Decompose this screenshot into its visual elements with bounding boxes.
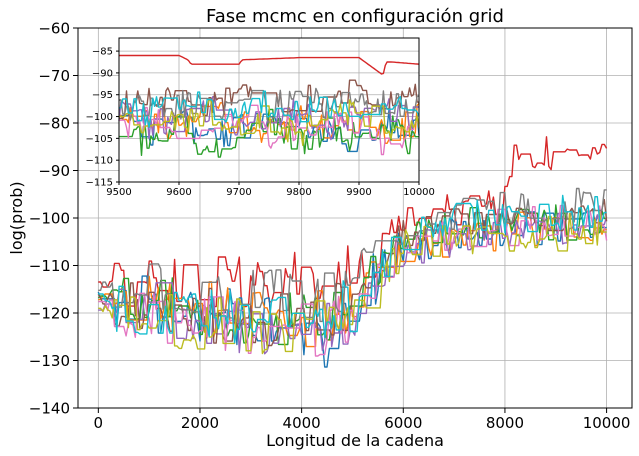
main-x-tick-label: 6000	[384, 414, 422, 432]
inset-y-tick-label: −90	[92, 68, 113, 79]
main-y-tick-label: −80	[38, 114, 70, 132]
main-x-tick-label: 2000	[181, 414, 219, 432]
main-y-tick-label: −130	[29, 352, 70, 370]
inset-x-tick-label: 9800	[286, 187, 311, 198]
main-series-group	[97, 136, 608, 368]
x-axis-label: Longitud de la cadena	[266, 431, 444, 450]
inset-y-tick-label: −105	[86, 134, 113, 145]
inset-x-ticks: 9500 9600 9700 9800 9900 10000	[106, 182, 435, 198]
inset-series-line	[119, 104, 419, 156]
inset-axes-frame	[118, 37, 420, 183]
inset-series-line	[119, 99, 420, 147]
inset-y-ticks: −115 −110 −105 −100 −95 −90 −85	[86, 47, 119, 189]
main-y-ticks: −140 −130 −120 −110 −100 −90 −80 −70 −60	[29, 19, 78, 417]
inset-x-tick-label: 9700	[226, 187, 251, 198]
main-series-line	[98, 194, 607, 344]
inset-series-line	[119, 54, 420, 75]
inset-series-group	[118, 54, 420, 158]
main-x-tick-label: 10000	[583, 414, 631, 432]
inset-x-tick-label: 10000	[403, 187, 435, 198]
main-y-tick-label: −110	[29, 257, 70, 275]
inset-x-tick-label: 9600	[166, 187, 191, 198]
inset-y-tick-label: −110	[86, 156, 113, 167]
inset-series-line	[119, 79, 420, 120]
inset-y-tick-label: −85	[92, 47, 113, 58]
inset-plot: 9500 9600 9700 9800 9900 10000 −115−110−105−1…	[86, 37, 435, 198]
main-y-tick-label: −100	[29, 209, 70, 227]
main-y-tick-label: −120	[29, 304, 70, 322]
chart-title: Fase mcmc en configuración grid	[206, 6, 504, 27]
main-y-tick-label: −70	[38, 67, 70, 85]
inset-x-tick-label: 9900	[346, 187, 371, 198]
main-series-line	[98, 204, 608, 357]
inset-x-tick-label: 9500	[106, 187, 131, 198]
inset-y-tick-label: −115	[86, 178, 113, 189]
main-y-tick-label: −90	[38, 162, 70, 180]
main-y-tick-label: −140	[29, 399, 70, 417]
inset-y-tick-label: −95	[92, 90, 113, 101]
main-x-tick-label: 4000	[283, 414, 321, 432]
main-y-tick-label: −60	[38, 19, 70, 37]
main-series-line	[98, 187, 607, 323]
inset-y-tick-label: −100	[86, 112, 113, 123]
y-axis-label: log(prob)	[7, 181, 26, 254]
inset-series-line	[119, 90, 420, 128]
main-series-line	[98, 211, 607, 355]
main-x-tick-label: 8000	[486, 414, 524, 432]
main-series-line	[98, 136, 608, 311]
main-x-tick-label: 0	[94, 414, 104, 432]
main-x-ticks: 0 2000 4000 6000 8000 10000	[94, 408, 631, 432]
